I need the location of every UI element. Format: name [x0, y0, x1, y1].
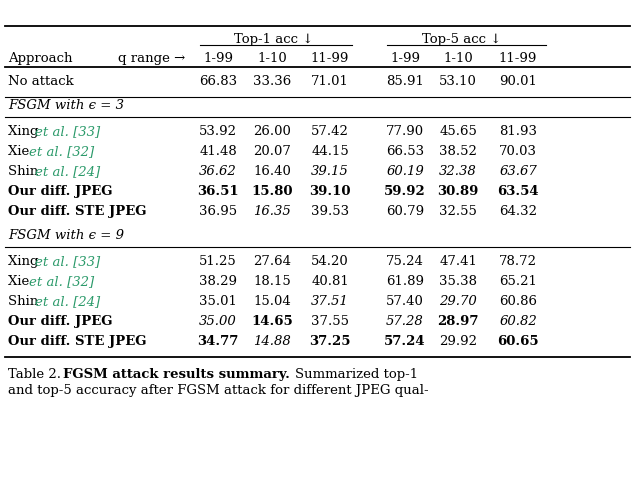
Text: Our diff. JPEG: Our diff. JPEG	[8, 315, 113, 328]
Text: 38.52: 38.52	[439, 145, 477, 158]
Text: 41.48: 41.48	[199, 145, 237, 158]
Text: Xie: Xie	[8, 145, 33, 158]
Text: 36.51: 36.51	[197, 185, 239, 198]
Text: 66.53: 66.53	[386, 145, 424, 158]
Text: Summarized top-1: Summarized top-1	[295, 367, 418, 380]
Text: 90.01: 90.01	[499, 75, 537, 88]
Text: 54.20: 54.20	[311, 255, 349, 268]
Text: 1-99: 1-99	[203, 52, 233, 65]
Text: 53.92: 53.92	[199, 125, 237, 138]
Text: 36.95: 36.95	[199, 205, 237, 218]
Text: Shin: Shin	[8, 295, 42, 308]
Text: 27.64: 27.64	[253, 255, 291, 268]
Text: 57.40: 57.40	[386, 295, 424, 308]
Text: FSGM with ϵ = 9: FSGM with ϵ = 9	[8, 229, 124, 242]
Text: 61.89: 61.89	[386, 275, 424, 288]
Text: 34.77: 34.77	[197, 335, 239, 348]
Text: Table 2.: Table 2.	[8, 367, 61, 380]
Text: q range →: q range →	[118, 52, 185, 65]
Text: 60.79: 60.79	[386, 205, 424, 218]
Text: 78.72: 78.72	[499, 255, 537, 268]
Text: 11-99: 11-99	[499, 52, 537, 65]
Text: 1-10: 1-10	[257, 52, 287, 65]
Text: 57.28: 57.28	[386, 315, 424, 328]
Text: 53.10: 53.10	[439, 75, 477, 88]
Text: 29.70: 29.70	[439, 295, 477, 308]
Text: 60.19: 60.19	[386, 165, 424, 178]
Text: 32.38: 32.38	[439, 165, 477, 178]
Text: 44.15: 44.15	[311, 145, 349, 158]
Text: 14.65: 14.65	[251, 315, 293, 328]
Text: 35.01: 35.01	[199, 295, 237, 308]
Text: 64.32: 64.32	[499, 205, 537, 218]
Text: 11-99: 11-99	[311, 52, 349, 65]
Text: FGSM attack results summary.: FGSM attack results summary.	[63, 367, 290, 380]
Text: Our diff. JPEG: Our diff. JPEG	[8, 185, 113, 198]
Text: 35.00: 35.00	[199, 315, 237, 328]
Text: et al. [33]: et al. [33]	[35, 255, 100, 268]
Text: 60.82: 60.82	[499, 315, 537, 328]
Text: 51.25: 51.25	[199, 255, 237, 268]
Text: FSGM with ϵ = 3: FSGM with ϵ = 3	[8, 99, 124, 112]
Text: 38.29: 38.29	[199, 275, 237, 288]
Text: and top-5 accuracy after FGSM attack for different JPEG qual-: and top-5 accuracy after FGSM attack for…	[8, 383, 429, 396]
Text: 59.92: 59.92	[384, 185, 426, 198]
Text: 14.88: 14.88	[253, 335, 291, 348]
Text: No attack: No attack	[8, 75, 74, 88]
Text: 1-10: 1-10	[443, 52, 473, 65]
Text: 39.10: 39.10	[309, 185, 351, 198]
Text: 37.55: 37.55	[311, 315, 349, 328]
Text: Xing: Xing	[8, 125, 43, 138]
Text: 85.91: 85.91	[386, 75, 424, 88]
Text: 45.65: 45.65	[439, 125, 477, 138]
Text: 63.54: 63.54	[497, 185, 539, 198]
Text: 70.03: 70.03	[499, 145, 537, 158]
Text: Approach: Approach	[8, 52, 72, 65]
Text: 36.62: 36.62	[199, 165, 237, 178]
Text: 40.81: 40.81	[311, 275, 349, 288]
Text: 30.89: 30.89	[437, 185, 479, 198]
Text: 57.24: 57.24	[384, 335, 426, 348]
Text: et al. [32]: et al. [32]	[29, 275, 95, 288]
Text: 15.04: 15.04	[253, 295, 291, 308]
Text: 65.21: 65.21	[499, 275, 537, 288]
Text: Our diff. STE JPEG: Our diff. STE JPEG	[8, 205, 147, 218]
Text: 20.07: 20.07	[253, 145, 291, 158]
Text: 37.25: 37.25	[309, 335, 351, 348]
Text: 15.80: 15.80	[252, 185, 292, 198]
Text: et al. [33]: et al. [33]	[35, 125, 100, 138]
Text: 60.65: 60.65	[497, 335, 539, 348]
Text: Top-1 acc ↓: Top-1 acc ↓	[234, 34, 314, 46]
Text: et al. [32]: et al. [32]	[29, 145, 95, 158]
Text: 16.35: 16.35	[253, 205, 291, 218]
Text: et al. [24]: et al. [24]	[35, 165, 100, 178]
Text: 29.92: 29.92	[439, 335, 477, 348]
Text: 81.93: 81.93	[499, 125, 537, 138]
Text: 39.53: 39.53	[311, 205, 349, 218]
Text: 57.42: 57.42	[311, 125, 349, 138]
Text: 47.41: 47.41	[439, 255, 477, 268]
Text: 33.36: 33.36	[253, 75, 291, 88]
Text: 16.40: 16.40	[253, 165, 291, 178]
Text: 39.15: 39.15	[311, 165, 349, 178]
Text: 32.55: 32.55	[439, 205, 477, 218]
Text: 77.90: 77.90	[386, 125, 424, 138]
Text: 75.24: 75.24	[386, 255, 424, 268]
Text: 66.83: 66.83	[199, 75, 237, 88]
Text: Xing: Xing	[8, 255, 43, 268]
Text: Top-5 acc ↓: Top-5 acc ↓	[422, 34, 501, 46]
Text: 63.67: 63.67	[499, 165, 537, 178]
Text: 35.38: 35.38	[439, 275, 477, 288]
Text: 37.51: 37.51	[311, 295, 349, 308]
Text: 26.00: 26.00	[253, 125, 291, 138]
Text: Our diff. STE JPEG: Our diff. STE JPEG	[8, 335, 147, 348]
Text: 71.01: 71.01	[311, 75, 349, 88]
Text: et al. [24]: et al. [24]	[35, 295, 100, 308]
Text: Shin: Shin	[8, 165, 42, 178]
Text: 60.86: 60.86	[499, 295, 537, 308]
Text: Xie: Xie	[8, 275, 33, 288]
Text: 18.15: 18.15	[253, 275, 291, 288]
Text: 28.97: 28.97	[437, 315, 479, 328]
Text: 1-99: 1-99	[390, 52, 420, 65]
